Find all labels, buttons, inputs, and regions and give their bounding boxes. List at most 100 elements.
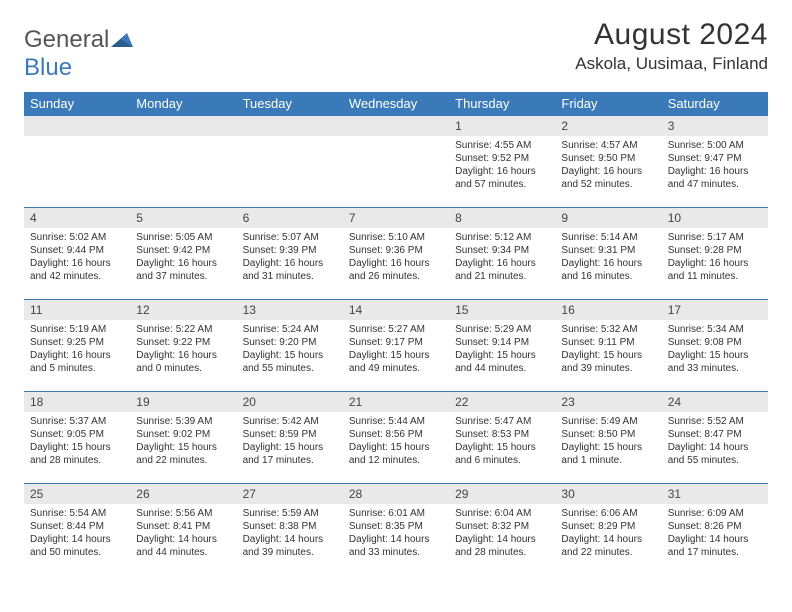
day-details	[237, 136, 343, 196]
day-details: Sunrise: 5:17 AMSunset: 9:28 PMDaylight:…	[662, 228, 768, 287]
sunrise-line: Sunrise: 5:44 AM	[349, 416, 425, 427]
day-details: Sunrise: 5:07 AMSunset: 9:39 PMDaylight:…	[237, 228, 343, 287]
weekday-header: Friday	[555, 92, 661, 116]
day-number: 20	[237, 392, 343, 412]
calendar-empty-cell	[24, 116, 130, 208]
sunset-line: Sunset: 9:11 PM	[561, 337, 634, 348]
calendar-day-cell: 30Sunrise: 6:06 AMSunset: 8:29 PMDayligh…	[555, 484, 661, 576]
day-number: 8	[449, 208, 555, 228]
day-number: 21	[343, 392, 449, 412]
sunset-line: Sunset: 8:35 PM	[349, 521, 423, 532]
weekday-header: Tuesday	[237, 92, 343, 116]
calendar-day-cell: 14Sunrise: 5:27 AMSunset: 9:17 PMDayligh…	[343, 300, 449, 392]
day-number	[237, 116, 343, 136]
day-details	[24, 136, 130, 196]
sunrise-line: Sunrise: 5:59 AM	[243, 508, 319, 519]
day-details: Sunrise: 5:44 AM Sunset: 8:56 PM Daylight:…	[343, 412, 449, 471]
calendar-day-cell: 12Sunrise: 5:22 AMSunset: 9:22 PMDayligh…	[130, 300, 236, 392]
sunrise-line: Sunrise: 5:47 AM	[455, 416, 531, 427]
calendar-day-cell: 4Sunrise: 5:02 AMSunset: 9:44 PMDaylight…	[24, 208, 130, 300]
calendar-empty-cell	[343, 116, 449, 208]
calendar-week-row: 1Sunrise: 4:55 AMSunset: 9:52 PMDaylight…	[24, 116, 768, 208]
calendar-day-cell: 20Sunrise: 5:42 AMSunset: 8:59 PMDayligh…	[237, 392, 343, 484]
day-number: 9	[555, 208, 661, 228]
sunrise-line: Sunrise: 5:22 AM	[136, 324, 212, 335]
daylight-line: Daylight: 15 hours and 6 minutes.	[455, 442, 536, 466]
day-number: 29	[449, 484, 555, 504]
sunrise-line: Sunrise: 5:56 AM	[136, 508, 212, 519]
sunset-line: Sunset: 8:56 PM	[349, 429, 423, 440]
calendar-day-cell: 29Sunrise: 6:04 AMSunset: 8:32 PMDayligh…	[449, 484, 555, 576]
daylight-line: Daylight: 15 hours and 44 minutes.	[455, 350, 536, 374]
calendar-table: SundayMondayTuesdayWednesdayThursdayFrid…	[24, 92, 768, 576]
weekday-header: Sunday	[24, 92, 130, 116]
daylight-line: Daylight: 15 hours and 12 minutes.	[349, 442, 430, 466]
day-number: 28	[343, 484, 449, 504]
daylight-line: Daylight: 14 hours and 33 minutes.	[349, 534, 430, 558]
day-details: Sunrise: 5:00 AMSunset: 9:47 PMDaylight:…	[662, 136, 768, 195]
day-details: Sunrise: 5:56 AMSunset: 8:41 PMDaylight:…	[130, 504, 236, 563]
sunrise-line: Sunrise: 5:07 AM	[243, 232, 319, 243]
daylight-line: Daylight: 15 hours and 22 minutes.	[136, 442, 217, 466]
daylight-line: Daylight: 15 hours and 55 minutes.	[243, 350, 324, 374]
day-number: 6	[237, 208, 343, 228]
day-details: Sunrise: 5:29 AMSunset: 9:14 PMDaylight:…	[449, 320, 555, 379]
daylight-line: Daylight: 14 hours and 50 minutes.	[30, 534, 111, 558]
day-details: Sunrise: 4:57 AMSunset: 9:50 PMDaylight:…	[555, 136, 661, 195]
sunrise-line: Sunrise: 4:55 AM	[455, 140, 531, 151]
sunrise-line: Sunrise: 5:24 AM	[243, 324, 319, 335]
sunset-line: Sunset: 9:50 PM	[561, 153, 635, 164]
sunset-line: Sunset: 8:29 PM	[561, 521, 635, 532]
sunset-line: Sunset: 9:47 PM	[668, 153, 742, 164]
sunset-line: Sunset: 9:52 PM	[455, 153, 529, 164]
day-number: 15	[449, 300, 555, 320]
calendar-day-cell: 6Sunrise: 5:07 AMSunset: 9:39 PMDaylight…	[237, 208, 343, 300]
weekday-header: Wednesday	[343, 92, 449, 116]
day-details: Sunrise: 5:42 AMSunset: 8:59 PMDaylight:…	[237, 412, 343, 471]
sunrise-line: Sunrise: 5:05 AM	[136, 232, 212, 243]
sunrise-line: Sunrise: 5:54 AM	[30, 508, 106, 519]
daylight-line: Daylight: 16 hours and 11 minutes.	[668, 258, 749, 282]
calendar-day-cell: 26Sunrise: 5:56 AMSunset: 8:41 PMDayligh…	[130, 484, 236, 576]
day-details: Sunrise: 6:09 AMSunset: 8:26 PMDaylight:…	[662, 504, 768, 563]
sunrise-line: Sunrise: 5:42 AM	[243, 416, 319, 427]
sunset-line: Sunset: 8:59 PM	[243, 429, 317, 440]
day-number: 18	[24, 392, 130, 412]
day-number: 26	[130, 484, 236, 504]
sunrise-line: Sunrise: 5:02 AM	[30, 232, 106, 243]
logo-triangle-icon	[111, 26, 133, 54]
calendar-day-cell: 19Sunrise: 5:39 AMSunset: 9:02 PMDayligh…	[130, 392, 236, 484]
day-number: 25	[24, 484, 130, 504]
sunrise-line: Sunrise: 5:14 AM	[561, 232, 637, 243]
logo-text: GeneralBlue	[24, 26, 133, 82]
sunrise-line: Sunrise: 5:12 AM	[455, 232, 531, 243]
sunrise-line: Sunrise: 5:00 AM	[668, 140, 744, 151]
sunrise-line: Sunrise: 5:29 AM	[455, 324, 531, 335]
day-details: Sunrise: 5:05 AMSunset: 9:42 PMDaylight:…	[130, 228, 236, 287]
day-details	[343, 136, 449, 196]
sunrise-line: Sunrise: 5:32 AM	[561, 324, 637, 335]
day-number	[24, 116, 130, 136]
daylight-line: Daylight: 16 hours and 57 minutes.	[455, 166, 536, 190]
sunset-line: Sunset: 8:47 PM	[668, 429, 742, 440]
daylight-line: Daylight: 14 hours and 17 minutes.	[668, 534, 749, 558]
day-number: 12	[130, 300, 236, 320]
sunset-line: Sunset: 9:02 PM	[136, 429, 210, 440]
calendar-day-cell: 24Sunrise: 5:52 AMSunset: 8:47 PMDayligh…	[662, 392, 768, 484]
day-details: Sunrise: 5:12 AMSunset: 9:34 PMDaylight:…	[449, 228, 555, 287]
day-number: 23	[555, 392, 661, 412]
logo: GeneralBlue	[24, 26, 133, 82]
daylight-line: Daylight: 14 hours and 39 minutes.	[243, 534, 324, 558]
day-number	[130, 116, 236, 136]
title-block: August 2024 Askola, Uusimaa, Finland	[575, 18, 768, 74]
sunset-line: Sunset: 8:53 PM	[455, 429, 529, 440]
day-number	[343, 116, 449, 136]
day-details: Sunrise: 5:22 AMSunset: 9:22 PMDaylight:…	[130, 320, 236, 379]
day-details: Sunrise: 5:59 AMSunset: 8:38 PMDaylight:…	[237, 504, 343, 563]
sunset-line: Sunset: 9:36 PM	[349, 245, 423, 256]
calendar-day-cell: 28Sunrise: 6:01 AMSunset: 8:35 PMDayligh…	[343, 484, 449, 576]
sunrise-line: Sunrise: 4:57 AM	[561, 140, 637, 151]
day-number: 3	[662, 116, 768, 136]
sunrise-line: Sunrise: 5:27 AM	[349, 324, 425, 335]
calendar-day-cell: 31Sunrise: 6:09 AMSunset: 8:26 PMDayligh…	[662, 484, 768, 576]
